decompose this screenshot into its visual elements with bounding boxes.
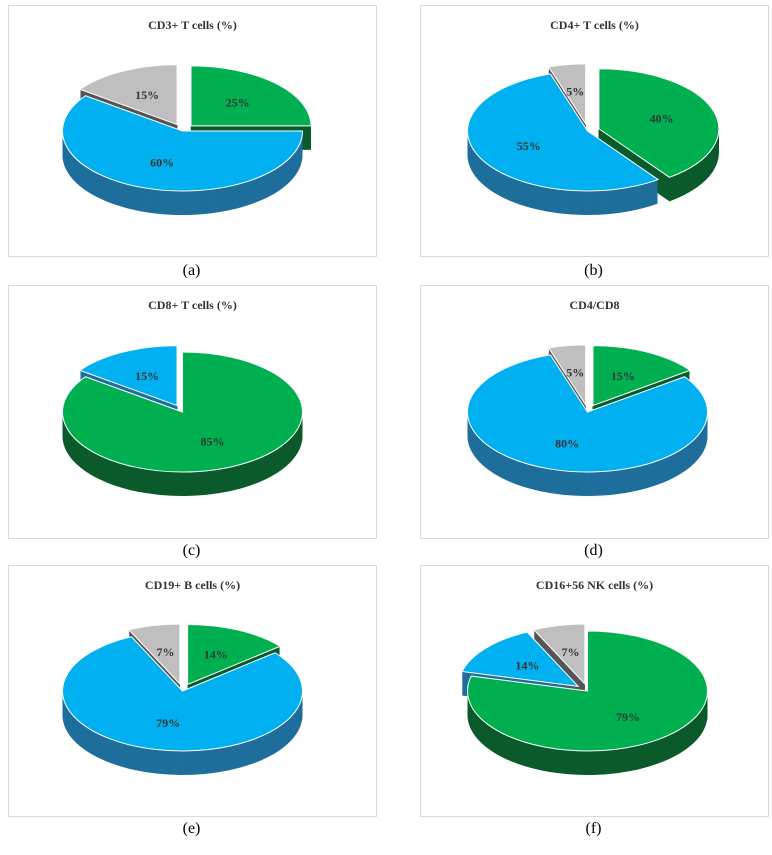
panel-caption: (c) bbox=[182, 542, 201, 559]
panel-caption: (d) bbox=[584, 542, 603, 559]
data-label: 14% bbox=[515, 658, 539, 672]
pie-svg: 79% 14% 7% bbox=[461, 623, 708, 775]
pie-slice bbox=[547, 344, 587, 407]
pie-svg: 25% 60% 15% bbox=[62, 64, 312, 215]
chart-title: CD4+ T cells (%) bbox=[550, 18, 639, 32]
data-label: 79% bbox=[156, 716, 180, 730]
data-label: 60% bbox=[150, 155, 174, 169]
pie-slice bbox=[187, 623, 282, 686]
data-label: 40% bbox=[650, 112, 674, 126]
chart-title: CD19+ B cells (%) bbox=[144, 578, 241, 592]
panel-caption: (a) bbox=[182, 262, 201, 279]
data-label: 15% bbox=[611, 369, 635, 383]
chart-title: CD3+ T cells (%) bbox=[148, 18, 237, 32]
chart-title: CD16+56 NK cells (%) bbox=[535, 578, 654, 592]
pie-slice bbox=[467, 73, 660, 192]
chart-title: CD4/CD8 bbox=[569, 298, 620, 312]
data-label: 5% bbox=[566, 365, 584, 379]
data-label: 55% bbox=[517, 139, 541, 153]
data-label: 79% bbox=[616, 710, 640, 724]
pie-slice bbox=[598, 68, 720, 178]
pie-slice bbox=[78, 64, 178, 126]
pie-chart-panel: CD3+ T cells (%) 25% 60% 15% bbox=[8, 5, 377, 257]
pie-chart-panel: CD4/CD8 15% 80% 5% bbox=[420, 285, 769, 539]
pie-svg: 15% 80% 5% bbox=[467, 344, 708, 496]
pie-slice bbox=[467, 630, 708, 752]
pie-svg: 85% 15% bbox=[62, 345, 303, 496]
pie-slice bbox=[467, 354, 708, 473]
pie-svg: 40% 55% 5% bbox=[467, 63, 720, 215]
data-label: 85% bbox=[200, 434, 224, 448]
pie-slice bbox=[62, 636, 303, 752]
panel-caption: (b) bbox=[584, 262, 603, 279]
pie-slice bbox=[547, 63, 587, 126]
data-label: 5% bbox=[566, 84, 584, 98]
data-label: 7% bbox=[156, 645, 174, 659]
pie-svg: 14% 79% 7% bbox=[62, 623, 303, 775]
pie-slice bbox=[127, 623, 181, 686]
pie-chart-panel: CD8+ T cells (%) 85% 15% bbox=[8, 285, 377, 539]
panel-caption: (f) bbox=[585, 820, 602, 837]
chart-title: CD8+ T cells (%) bbox=[148, 298, 237, 312]
data-label: 15% bbox=[135, 369, 159, 383]
data-label: 7% bbox=[561, 645, 579, 659]
pie-slice bbox=[592, 345, 692, 407]
pie-chart-panel: CD19+ B cells (%) 14% 79% 7% bbox=[8, 565, 377, 817]
data-label: 25% bbox=[226, 96, 250, 110]
data-label: 15% bbox=[135, 88, 159, 102]
panel-caption: (e) bbox=[182, 820, 201, 837]
pie-slice bbox=[461, 631, 580, 688]
pie-chart-panel: CD4+ T cells (%) 40% 55% 5% bbox=[420, 5, 769, 257]
pie-slice bbox=[78, 345, 178, 407]
data-label: 80% bbox=[555, 436, 579, 450]
pie-slice bbox=[190, 65, 312, 127]
pie-chart-panel: CD16+56 NK cells (%) 79% 14% 7% bbox=[420, 565, 769, 817]
pie-slice bbox=[62, 95, 304, 192]
pie-slice bbox=[62, 351, 303, 473]
data-label: 14% bbox=[204, 648, 228, 662]
pie-slice bbox=[532, 623, 586, 686]
